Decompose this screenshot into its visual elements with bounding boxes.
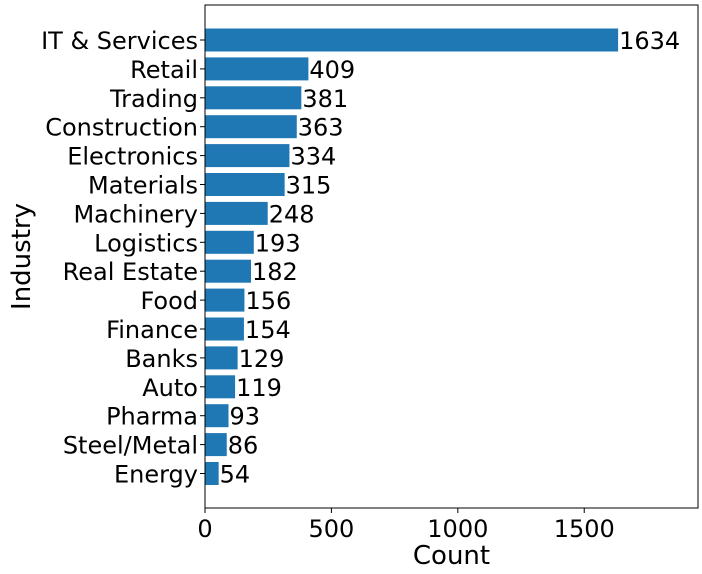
x-tick-label: 1000	[427, 515, 488, 543]
bar-value-label: 93	[230, 403, 261, 431]
bar	[205, 346, 238, 370]
x-tick-label: 0	[197, 515, 212, 543]
y-tick-label: Energy	[114, 461, 198, 489]
y-tick-label: Auto	[142, 374, 198, 402]
y-tick-label: Logistics	[94, 229, 198, 257]
bar-value-label: 54	[220, 461, 251, 489]
bar-value-label: 193	[255, 229, 301, 257]
bar	[205, 201, 268, 225]
bars-layer	[205, 28, 619, 485]
bar-value-label: 182	[252, 258, 298, 286]
bar-value-label: 409	[309, 56, 355, 84]
x-tick-label: 500	[309, 515, 355, 543]
bar	[205, 144, 290, 168]
x-tick-label: 1500	[554, 515, 615, 543]
value-labels-layer: 1634 409381363334315248193182156154129119…	[220, 27, 681, 489]
x-axis-ticks: 0 500 1000 1500	[197, 508, 615, 543]
y-axis-label: Industry	[7, 203, 37, 310]
y-tick-label: Food	[140, 287, 198, 315]
bar	[205, 375, 236, 399]
bar	[205, 115, 297, 139]
bar-value-label: 381	[302, 85, 348, 113]
y-tick-label: Steel/Metal	[63, 432, 198, 460]
bar	[205, 259, 252, 283]
bar	[205, 173, 285, 196]
bar-value-label: 86	[228, 432, 259, 460]
y-tick-label: Electronics	[67, 143, 198, 171]
y-axis-ticks: IT & ServicesRetailTradingConstructionEl…	[41, 27, 205, 489]
bar-value-label: 119	[236, 374, 282, 402]
bar	[205, 86, 302, 110]
y-tick-label: Retail	[130, 56, 198, 84]
y-tick-label: Banks	[125, 345, 198, 373]
bar-value-label: 334	[290, 143, 336, 171]
bar-value-label: 315	[286, 172, 332, 200]
bar-value-label: 156	[245, 287, 291, 315]
bar	[205, 433, 227, 457]
x-axis-label: Count	[413, 541, 490, 570]
y-tick-label: Finance	[106, 316, 198, 344]
bar-value-label: 154	[245, 316, 291, 344]
bar-value-label: 129	[239, 345, 285, 373]
plot-area-frame	[204, 4, 699, 509]
bar	[205, 288, 245, 312]
bar-value-label: 363	[298, 114, 344, 142]
bar	[205, 57, 309, 81]
y-tick-label: IT & Services	[41, 27, 198, 55]
y-tick-label: Pharma	[106, 403, 198, 431]
bar	[205, 462, 219, 485]
y-tick-label: Materials	[88, 172, 198, 200]
y-tick-label: Construction	[45, 114, 198, 142]
y-tick-label: Trading	[109, 85, 198, 113]
bar	[205, 230, 254, 254]
bar	[205, 28, 619, 52]
bar	[205, 317, 244, 341]
y-tick-label: Machinery	[73, 200, 198, 228]
y-tick-label: Real Estate	[63, 258, 198, 286]
bar	[205, 404, 229, 428]
bar-value-label: 248	[269, 200, 315, 228]
bar-value-label: 1634	[619, 27, 680, 55]
